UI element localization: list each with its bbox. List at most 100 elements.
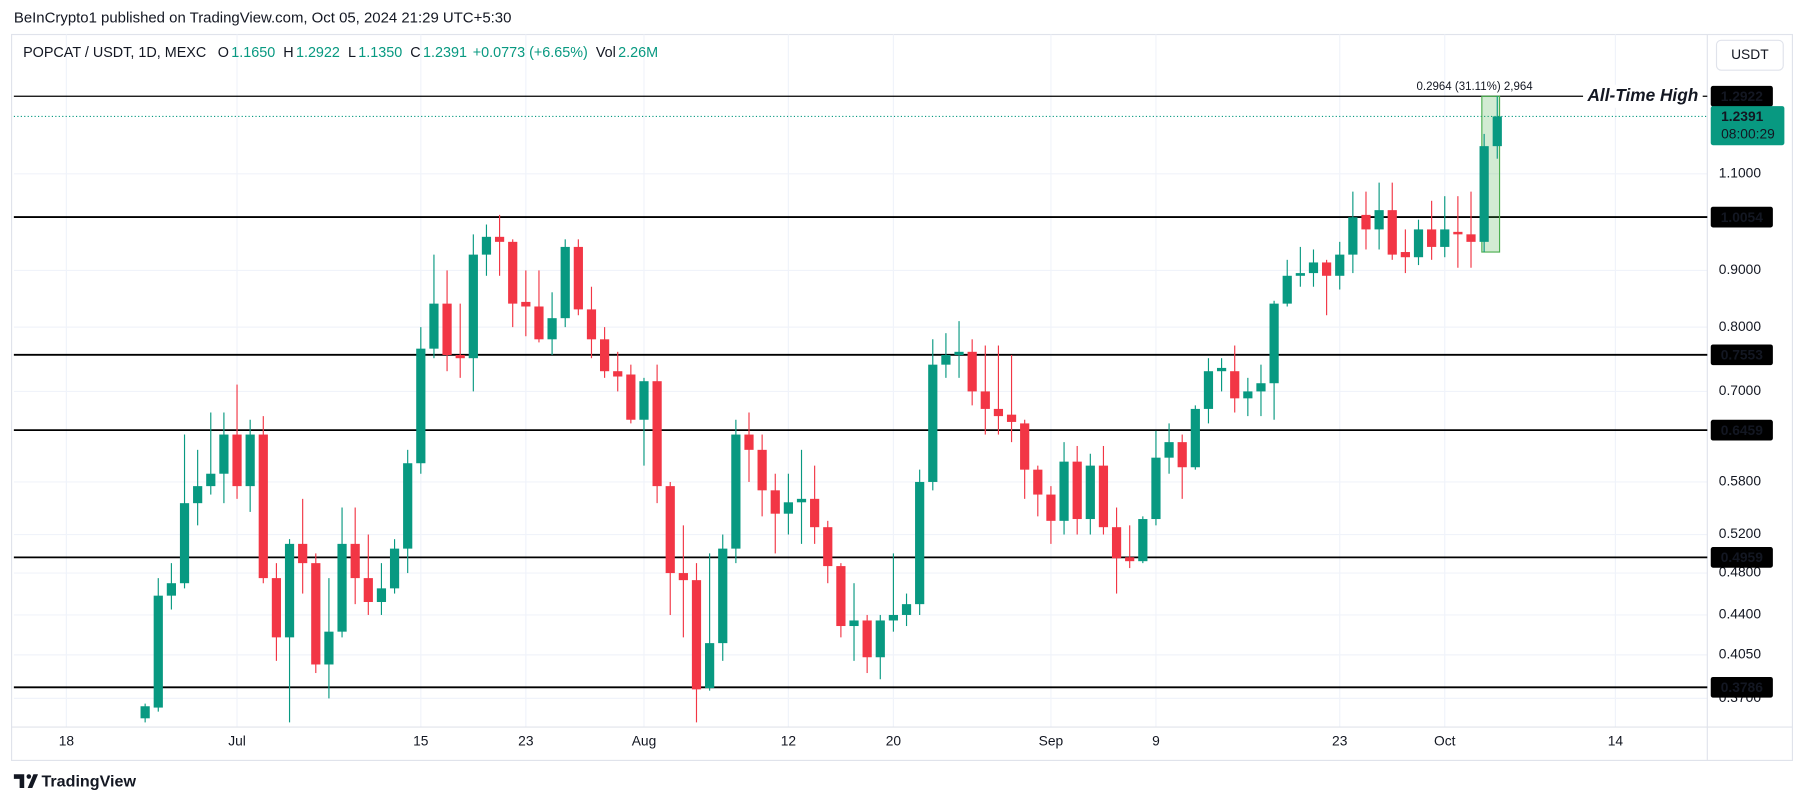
candle-body bbox=[166, 583, 176, 596]
candle-body bbox=[810, 498, 820, 528]
candle-body bbox=[455, 354, 465, 359]
y-tick-label: 0.4050 bbox=[1719, 647, 1762, 662]
candle-body bbox=[481, 236, 492, 255]
candle-body bbox=[1400, 252, 1410, 258]
x-tick-label: Jul bbox=[228, 734, 246, 749]
candle-body bbox=[744, 434, 754, 450]
ohlc-key: C bbox=[410, 45, 420, 61]
candle-body bbox=[993, 408, 1004, 417]
x-tick-label: 23 bbox=[1332, 734, 1348, 749]
volume-value: 2.26M bbox=[618, 45, 658, 61]
candle-body bbox=[573, 246, 583, 310]
candle-body bbox=[1138, 519, 1148, 562]
candle-body bbox=[1190, 408, 1200, 468]
candle-body bbox=[1322, 262, 1332, 276]
currency-button[interactable] bbox=[1715, 39, 1784, 71]
x-tick-label: 9 bbox=[1152, 734, 1160, 749]
candle-body bbox=[376, 588, 387, 603]
candle-body bbox=[586, 309, 597, 340]
annotation: All-Time High bbox=[1586, 85, 1698, 105]
ohlc-key: O bbox=[218, 45, 229, 61]
candle-body bbox=[1361, 214, 1371, 230]
x-tick-label: 14 bbox=[1608, 734, 1624, 749]
candle-body bbox=[494, 236, 505, 242]
candle-body bbox=[691, 580, 702, 690]
candle-body bbox=[508, 241, 518, 304]
candle-body bbox=[626, 374, 636, 420]
level-label: 0.6459 bbox=[1721, 423, 1764, 438]
candle-body bbox=[1387, 210, 1397, 255]
candle-body bbox=[1466, 234, 1476, 242]
candle-body bbox=[836, 566, 846, 627]
current-price-box bbox=[1710, 106, 1785, 146]
candle-body bbox=[1492, 116, 1502, 147]
candle-body bbox=[1256, 383, 1266, 392]
candle-body bbox=[1243, 391, 1253, 399]
candle-body bbox=[770, 490, 780, 514]
candle-body bbox=[1427, 229, 1437, 247]
candle-body bbox=[1282, 275, 1292, 304]
level-label: 0.7553 bbox=[1721, 348, 1764, 363]
candle-body bbox=[416, 348, 426, 464]
candle-body bbox=[403, 463, 413, 549]
ohlc-key: L bbox=[348, 45, 356, 61]
candle-body bbox=[1453, 231, 1463, 235]
candle-body bbox=[1374, 210, 1384, 230]
level-label-box bbox=[1710, 419, 1773, 441]
level-label-box bbox=[1710, 344, 1773, 366]
y-tick-label: 0.9000 bbox=[1719, 262, 1762, 277]
candle-body bbox=[468, 254, 478, 359]
candle-body bbox=[219, 434, 229, 474]
candle-body bbox=[652, 381, 662, 487]
x-tick-label: 20 bbox=[886, 734, 902, 749]
candle-body bbox=[521, 301, 531, 307]
ohlc-value: 1.2391 bbox=[423, 45, 467, 61]
candle-body bbox=[875, 620, 885, 658]
candle-body bbox=[718, 548, 728, 644]
x-tick-label: Oct bbox=[1434, 734, 1456, 749]
candle-body bbox=[298, 543, 308, 564]
candle-body bbox=[179, 503, 190, 584]
level-label-box bbox=[1710, 676, 1773, 698]
publisher-line: BeInCrypto1 published on TradingView.com… bbox=[14, 9, 512, 26]
y-tick-label: 0.5200 bbox=[1719, 526, 1762, 541]
candle-body bbox=[324, 631, 334, 665]
candle-body bbox=[705, 643, 715, 689]
x-tick-label: 23 bbox=[518, 734, 534, 749]
candle-body bbox=[245, 434, 255, 487]
level-label: 0.4959 bbox=[1721, 550, 1764, 565]
candle-body bbox=[1006, 414, 1017, 422]
candle-body bbox=[547, 318, 557, 340]
candle-body bbox=[757, 449, 767, 491]
candle-body bbox=[337, 543, 347, 632]
level-label-box bbox=[1710, 206, 1773, 228]
candle-body bbox=[311, 563, 321, 665]
candle-body bbox=[1177, 442, 1187, 468]
level-label: 1.2922 bbox=[1721, 89, 1764, 104]
currency-button-label[interactable]: USDT bbox=[1731, 47, 1769, 62]
candle-body bbox=[862, 620, 872, 658]
candle-body bbox=[1413, 229, 1424, 258]
logo-dot bbox=[26, 774, 32, 779]
candle-body bbox=[1440, 229, 1450, 247]
ohlc-value: 1.1350 bbox=[358, 45, 402, 61]
x-tick-label: Aug bbox=[632, 734, 657, 749]
plot: 0.2964 (31.11%) 2,964 All-Time High bbox=[13, 81, 1708, 723]
candle-body bbox=[1033, 469, 1043, 495]
symbol-legend: POPCAT / USDT, 1D, MEXC O 1.1650 H 1.2922 L 1.… bbox=[23, 45, 658, 61]
candle-body bbox=[941, 354, 951, 365]
annotation-bg bbox=[1583, 84, 1703, 108]
candle-body bbox=[1085, 465, 1095, 520]
candle-body bbox=[639, 381, 649, 420]
candle-body bbox=[258, 434, 268, 579]
candle-body bbox=[915, 481, 925, 605]
candle-body bbox=[1269, 303, 1279, 384]
symbol-title: POPCAT / USDT, 1D, MEXC bbox=[23, 45, 206, 61]
candle-body bbox=[954, 351, 964, 355]
y-tick-label: 0.7000 bbox=[1719, 383, 1762, 398]
footer-logo bbox=[13, 774, 39, 789]
ohlc-value: 1.1650 bbox=[231, 45, 275, 61]
candle-body bbox=[271, 578, 282, 638]
candle-body bbox=[206, 473, 216, 487]
